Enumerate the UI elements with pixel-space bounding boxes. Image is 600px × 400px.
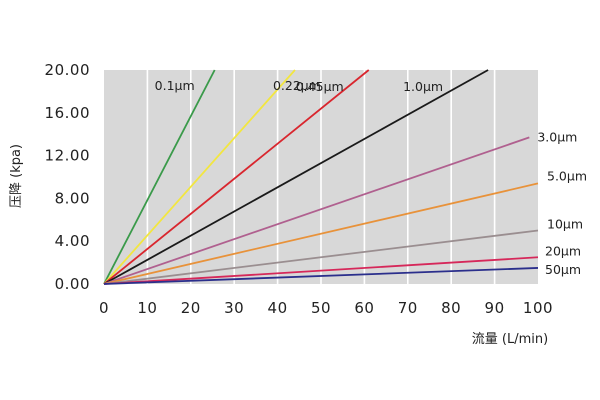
series-line: [103, 182, 539, 285]
x-tick-label: 10: [137, 299, 157, 317]
series-label: 3.0μm: [537, 129, 577, 144]
series-line: [103, 69, 296, 285]
x-axis: 0 10 20 30 40 50 60 70 80 90 100: [99, 299, 553, 317]
x-tick-label: 40: [268, 299, 288, 317]
series-line: [103, 256, 539, 285]
x-tick-label: 90: [485, 299, 505, 317]
y-axis-title: 压降 (kpa): [9, 144, 24, 208]
series-line: [103, 69, 489, 285]
series-label: 0.1μm: [155, 78, 195, 93]
y-tick-label: 4.00: [55, 232, 90, 250]
x-tick-label: 30: [224, 299, 244, 317]
series-line: [103, 267, 539, 285]
series-label: 10μm: [547, 217, 583, 232]
x-tick-label: 80: [441, 299, 461, 317]
y-tick-label: 16.00: [45, 104, 90, 122]
series-label: 0.45μm: [296, 79, 344, 94]
series-lines: [103, 69, 539, 285]
x-tick-label: 70: [398, 299, 418, 317]
grid: [146, 70, 496, 284]
series-line: [103, 229, 539, 285]
y-tick-label: 0.00: [55, 275, 90, 293]
x-tick-label: 100: [523, 299, 553, 317]
y-axis: 0.00 4.00 8.00 12.00 16.00 20.00: [45, 61, 90, 293]
series-label: 1.0μm: [403, 79, 443, 94]
series-line: [103, 136, 530, 285]
y-tick-label: 12.00: [45, 147, 90, 165]
series-label: 0.22μm: [273, 78, 321, 93]
y-tick-label: 8.00: [55, 189, 90, 207]
series-line: [103, 69, 216, 285]
series-label: 20μm: [545, 243, 581, 258]
x-tick-label: 60: [354, 299, 374, 317]
series-line: [103, 69, 370, 285]
series-label: 50μm: [545, 262, 581, 277]
x-tick-label: 50: [311, 299, 331, 317]
x-tick-label: 20: [181, 299, 201, 317]
x-axis-title: 流量 (L/min): [472, 332, 548, 347]
series-label: 5.0μm: [547, 168, 587, 183]
x-tick-label: 0: [99, 299, 109, 317]
y-tick-label: 20.00: [45, 61, 90, 79]
